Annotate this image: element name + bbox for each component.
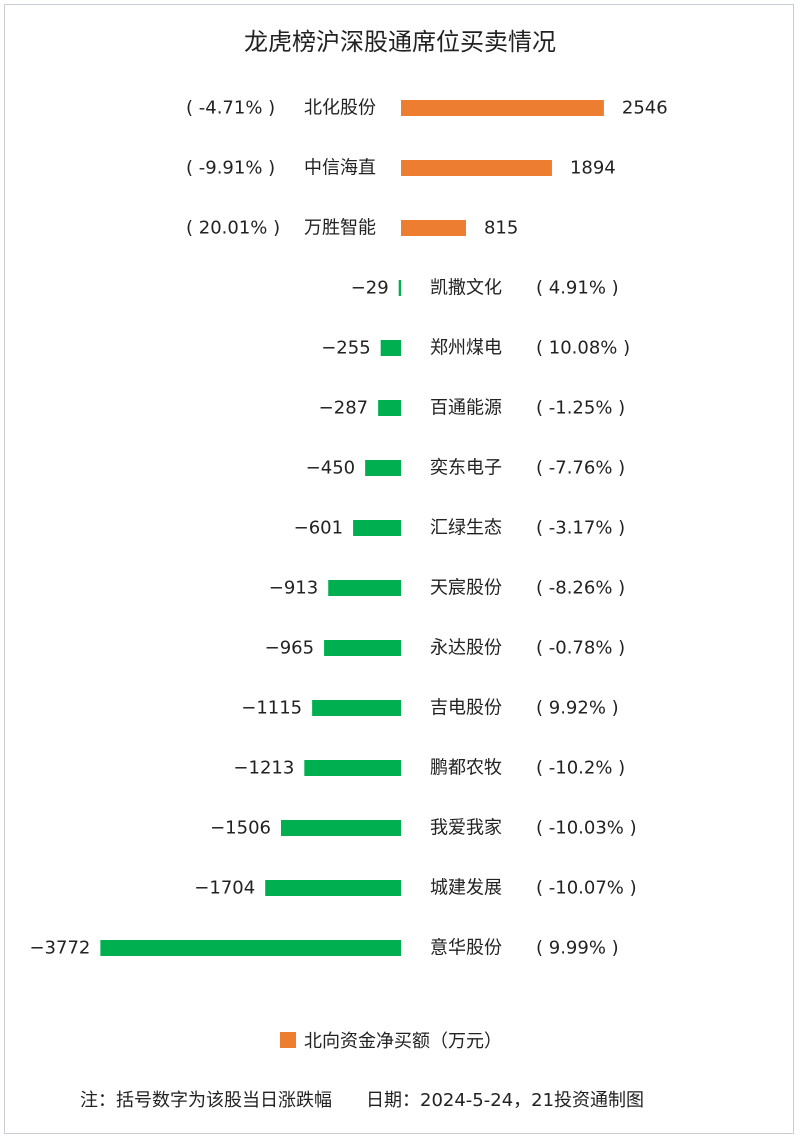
- change-label: ( -10.03% ): [536, 818, 637, 839]
- data-label: −601: [294, 518, 343, 539]
- bar: [280, 820, 401, 836]
- footer-date: 日期：2024-5-24，21投资通制图: [366, 1090, 645, 1111]
- bar: [328, 580, 401, 596]
- category-label: 百通能源: [430, 398, 502, 419]
- change-label: ( 20.01% ): [186, 218, 280, 239]
- bar: [324, 640, 401, 656]
- category-label: 凯撒文化: [430, 278, 502, 299]
- data-label: 815: [484, 218, 518, 239]
- change-label: ( -10.07% ): [536, 878, 637, 899]
- legend-swatch: [280, 1032, 296, 1048]
- data-label: −255: [321, 338, 370, 359]
- category-label: 我爱我家: [430, 818, 502, 839]
- category-label: 永达股份: [430, 638, 502, 659]
- chart-title: 龙虎榜沪深股通席位买卖情况: [244, 28, 556, 56]
- category-label: 郑州煤电: [430, 338, 502, 359]
- data-label: 1894: [570, 158, 616, 179]
- bar: [100, 940, 402, 956]
- category-label: 意华股份: [430, 938, 502, 959]
- data-label: −1704: [194, 878, 255, 899]
- change-label: ( -0.78% ): [536, 638, 625, 659]
- change-label: ( -3.17% ): [536, 518, 625, 539]
- bar: [312, 700, 401, 716]
- category-label: 城建发展: [430, 878, 502, 899]
- data-label: −29: [351, 278, 389, 299]
- change-label: ( -4.71% ): [186, 98, 275, 119]
- category-label: 中信海直: [304, 158, 376, 179]
- data-label: −965: [265, 638, 314, 659]
- change-label: ( -7.76% ): [536, 458, 625, 479]
- bar: [265, 880, 401, 896]
- bar-chart: 2546 北化股份 ( -4.71% ) 1894 中信海直 ( -9.91% ) 815 万…: [29, 98, 668, 959]
- change-label: ( 10.08% ): [536, 338, 630, 359]
- data-label: −3772: [29, 938, 90, 959]
- category-label: 鹏都农牧: [430, 758, 502, 779]
- data-label: −1506: [210, 818, 271, 839]
- bar: [401, 100, 604, 116]
- data-label: −287: [319, 398, 368, 419]
- category-label: 汇绿生态: [430, 518, 502, 539]
- category-label: 天宸股份: [430, 578, 502, 599]
- change-label: ( -9.91% ): [186, 158, 275, 179]
- data-label: 2546: [622, 98, 668, 119]
- chart-frame: [4, 4, 794, 1134]
- change-label: ( -10.2% ): [536, 758, 625, 779]
- bar: [378, 400, 401, 416]
- category-label: 北化股份: [304, 98, 376, 119]
- category-label: 万胜智能: [304, 218, 376, 239]
- data-label: −1213: [233, 758, 294, 779]
- change-label: ( 9.99% ): [536, 938, 619, 959]
- bar: [401, 160, 552, 176]
- bar: [365, 460, 401, 476]
- footer: 注：括号数字为该股当日涨跌幅 日期：2024-5-24，21投资通制图: [80, 1086, 644, 1112]
- legend-label: 北向资金净买额（万元）: [304, 1031, 502, 1052]
- data-label: −450: [306, 458, 355, 479]
- change-label: ( 4.91% ): [536, 278, 619, 299]
- change-label: ( -8.26% ): [536, 578, 625, 599]
- data-label: −913: [269, 578, 318, 599]
- bar: [398, 280, 401, 296]
- bar: [380, 340, 401, 356]
- category-label: 吉电股份: [430, 698, 502, 719]
- bar: [353, 520, 401, 536]
- data-label: −1115: [241, 698, 302, 719]
- bar: [304, 760, 401, 776]
- bar: [401, 220, 466, 236]
- change-label: ( 9.92% ): [536, 698, 619, 719]
- change-label: ( -1.25% ): [536, 398, 625, 419]
- footer-note: 注：括号数字为该股当日涨跌幅: [80, 1090, 332, 1111]
- legend: 北向资金净买额（万元）: [280, 1027, 502, 1053]
- category-label: 奕东电子: [430, 458, 502, 479]
